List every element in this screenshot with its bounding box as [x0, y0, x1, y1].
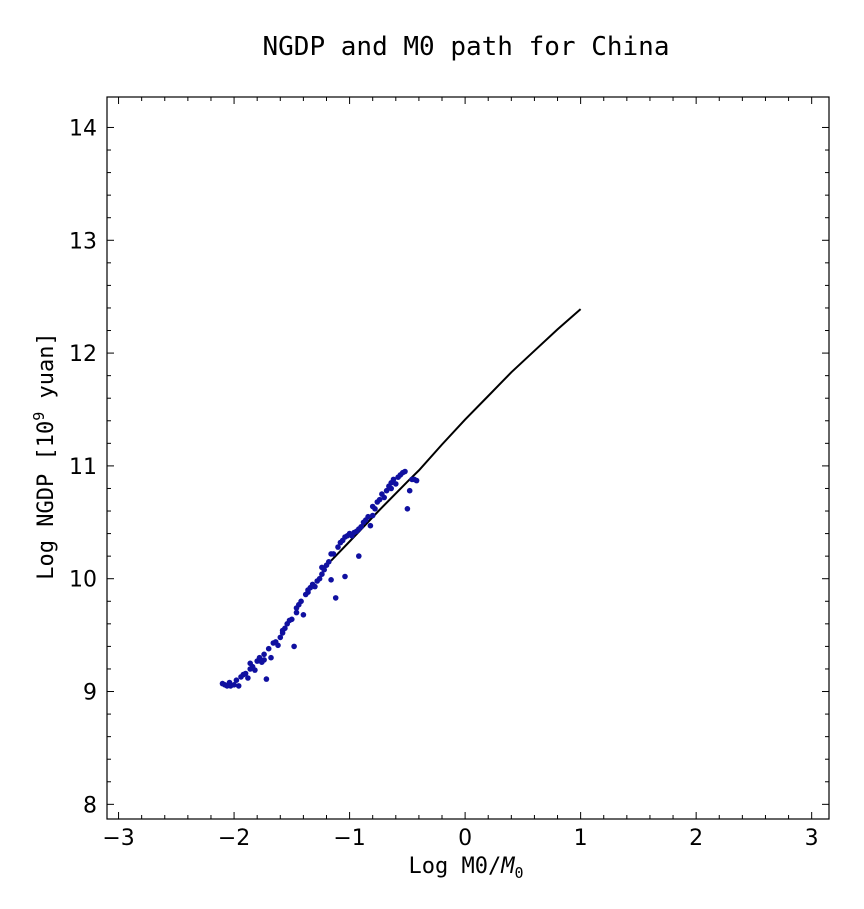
data-point: [300, 612, 307, 618]
data-point: [326, 559, 332, 565]
y-axis-label: Log NGDP [109 yuan]: [30, 332, 59, 579]
x-tick-label: 3: [805, 826, 819, 851]
model-curve: [330, 308, 582, 562]
x-axis-label: Log M0/M0: [409, 854, 524, 882]
y-tick-label: 13: [69, 229, 97, 254]
data-point: [342, 573, 348, 580]
data-point: [367, 522, 374, 529]
y-tick-label: 10: [69, 568, 97, 593]
data-point: [383, 487, 390, 494]
data-point: [328, 551, 334, 557]
data-point: [277, 634, 284, 641]
data-points: [219, 468, 420, 689]
data-point: [328, 577, 334, 583]
data-point: [335, 544, 341, 550]
data-point: [245, 675, 251, 681]
data-point: [261, 657, 267, 663]
data-point: [263, 676, 270, 682]
x-tick-label: −1: [333, 826, 365, 851]
x-tick-label: −3: [102, 826, 134, 851]
data-point: [268, 654, 274, 661]
y-tick-label: 9: [83, 681, 97, 706]
data-point: [252, 667, 258, 673]
plot-border: [106, 96, 830, 820]
data-point: [231, 682, 237, 688]
data-point: [242, 670, 249, 677]
data-point: [390, 476, 397, 483]
data-point: [312, 583, 318, 590]
data-point: [376, 496, 383, 503]
data-point: [402, 468, 408, 475]
chart-title: NGDP and M0 path for China: [263, 32, 670, 62]
data-point: [369, 512, 376, 519]
y-tick-label: 8: [83, 793, 97, 818]
data-point: [289, 616, 295, 623]
data-point: [261, 651, 267, 658]
data-point: [298, 598, 304, 605]
data-point: [342, 534, 348, 540]
data-point: [404, 506, 411, 512]
x-axis: −3 −2 −1 0 1 2 3: [102, 97, 819, 851]
data-point: [291, 643, 297, 650]
data-point: [356, 526, 362, 532]
data-point: [393, 481, 399, 487]
data-point: [381, 494, 388, 501]
x-tick-label: −2: [218, 826, 250, 851]
y-axis: 8 9 10 11 12 13 14: [69, 116, 829, 818]
data-point: [316, 575, 323, 582]
x-tick-label: 2: [689, 826, 703, 851]
data-point: [369, 503, 376, 510]
model-curve-path: [330, 308, 582, 562]
data-point: [319, 571, 325, 577]
y-tick-label: 11: [69, 455, 97, 480]
data-point: [319, 564, 325, 571]
y-tick-label: 14: [69, 116, 97, 141]
x-tick-label: 0: [458, 826, 472, 851]
data-point: [233, 677, 240, 683]
plot-frame: [106, 96, 830, 820]
data-point: [275, 642, 281, 649]
data-point: [305, 589, 311, 595]
data-point: [235, 683, 242, 689]
data-point: [413, 477, 420, 484]
data-point: [406, 487, 413, 494]
data-point: [279, 627, 286, 634]
data-point: [356, 553, 362, 559]
data-point: [256, 654, 263, 661]
data-point: [247, 660, 253, 667]
data-point: [388, 485, 395, 492]
data-point: [332, 595, 339, 601]
data-point: [365, 513, 371, 520]
y-tick-label: 12: [69, 342, 97, 367]
data-point: [265, 645, 272, 652]
x-tick-label: 1: [574, 826, 588, 851]
data-point: [293, 609, 300, 616]
